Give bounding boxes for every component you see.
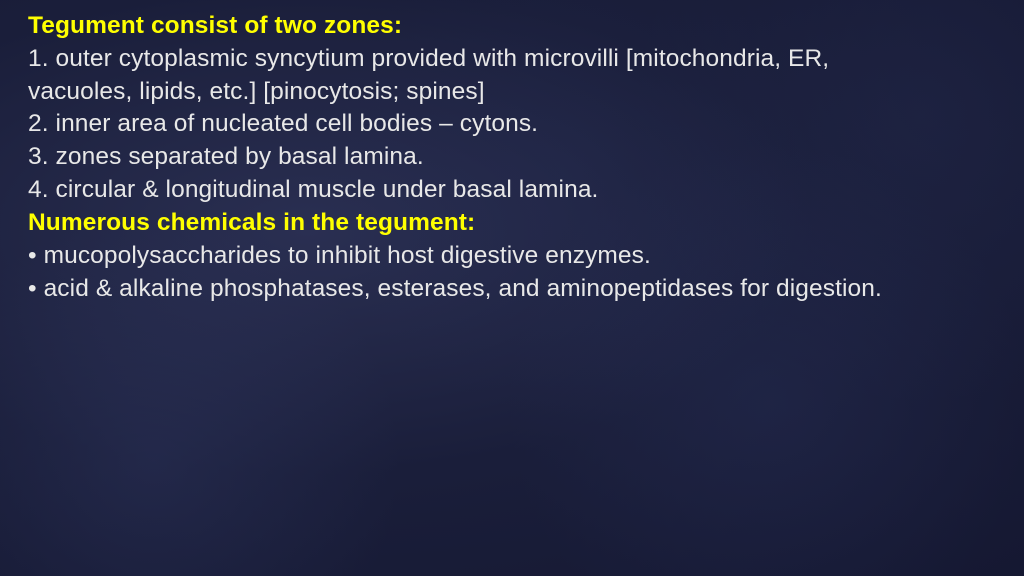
body-line: vacuoles, lipids, etc.] [pinocytosis; sp… [28, 76, 996, 109]
body-line: • mucopolysaccharides to inhibit host di… [28, 240, 996, 273]
heading-chemicals: Numerous chemicals in the tegument: [28, 207, 996, 240]
body-line: • acid & alkaline phosphatases, esterase… [28, 273, 996, 306]
body-line: 1. outer cytoplasmic syncytium provided … [28, 43, 996, 76]
slide-body: Tegument consist of two zones: 1. outer … [0, 0, 1024, 576]
heading-tegument-zones: Tegument consist of two zones: [28, 10, 996, 43]
body-line: 2. inner area of nucleated cell bodies –… [28, 108, 996, 141]
body-line: 3. zones separated by basal lamina. [28, 141, 996, 174]
body-line: 4. circular & longitudinal muscle under … [28, 174, 996, 207]
